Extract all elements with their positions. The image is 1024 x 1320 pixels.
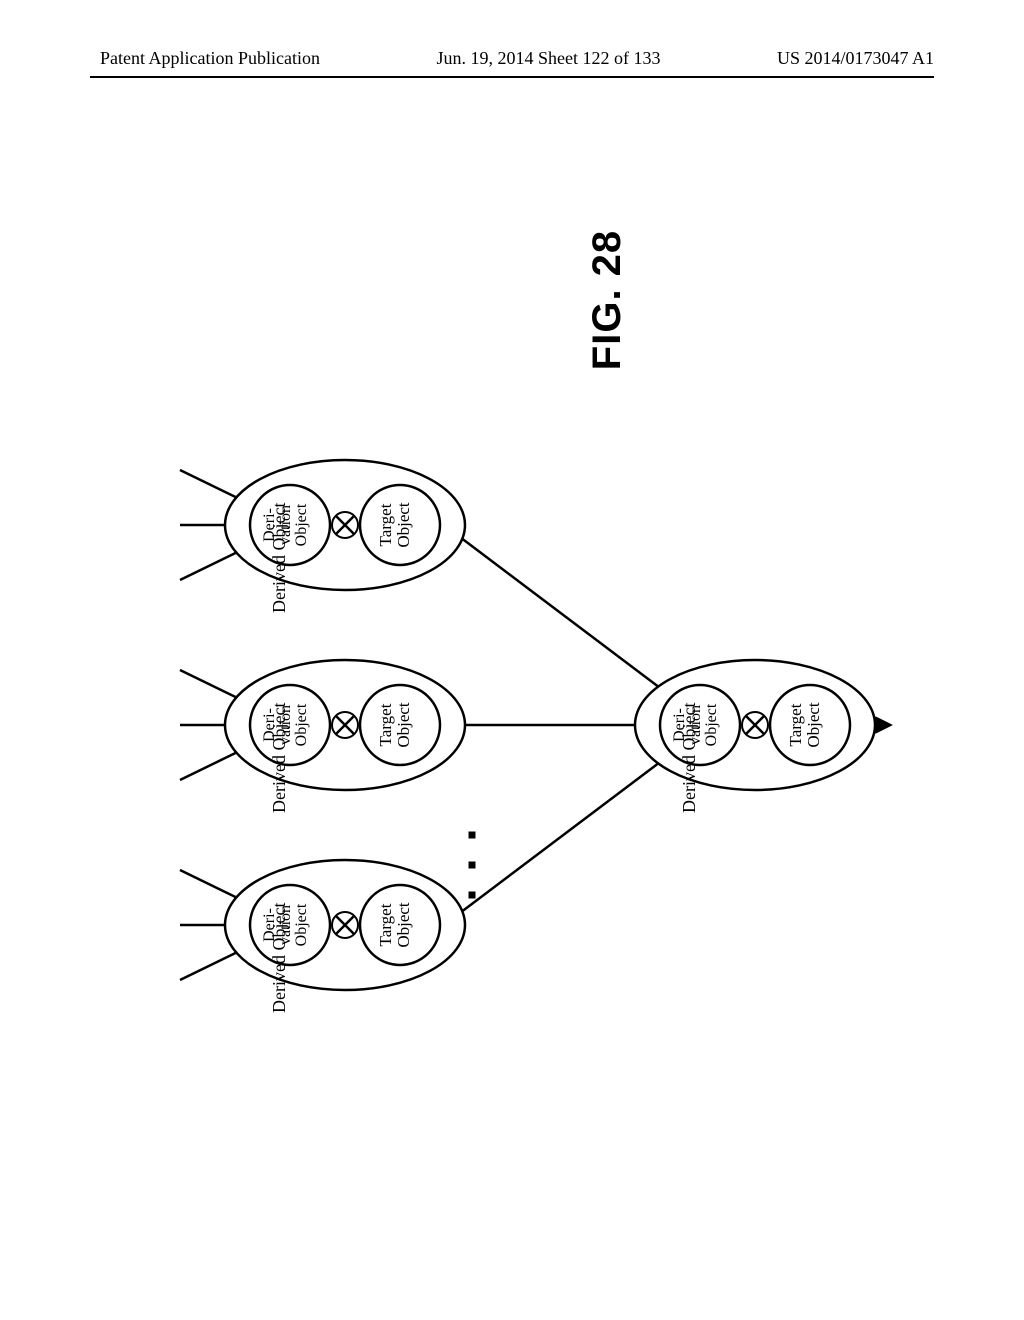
svg-text:Deri-vationObject: Deri-vationObject bbox=[261, 703, 310, 746]
svg-text:FIG. 28: FIG. 28 bbox=[585, 230, 629, 370]
header-right: US 2014/0173047 A1 bbox=[777, 48, 934, 69]
header-rule bbox=[90, 76, 934, 78]
page-header: Patent Application Publication Jun. 19, … bbox=[0, 48, 1024, 69]
diagram-svg: Derived ObjectDeri-vationObjectTargetObj… bbox=[120, 170, 900, 1130]
svg-text:Deri-vationObject: Deri-vationObject bbox=[261, 903, 310, 946]
header-center: Jun. 19, 2014 Sheet 122 of 133 bbox=[436, 48, 660, 69]
svg-text:Deri-vationObject: Deri-vationObject bbox=[261, 503, 310, 546]
svg-text:TargetObject: TargetObject bbox=[376, 702, 413, 748]
header-left: Patent Application Publication bbox=[100, 48, 320, 69]
svg-text:TargetObject: TargetObject bbox=[786, 702, 823, 748]
figure-28: Derived ObjectDeri-vationObjectTargetObj… bbox=[120, 170, 900, 1130]
svg-text:Deri-vationObject: Deri-vationObject bbox=[671, 703, 720, 746]
svg-text:TargetObject: TargetObject bbox=[376, 502, 413, 548]
svg-text:TargetObject: TargetObject bbox=[376, 902, 413, 948]
